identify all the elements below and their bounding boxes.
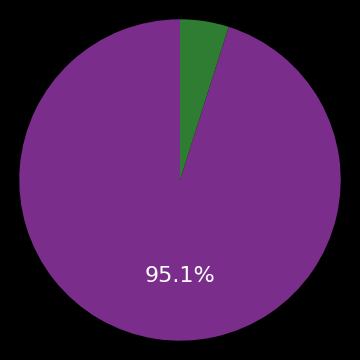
- Text: 95.1%: 95.1%: [145, 266, 215, 287]
- Wedge shape: [19, 19, 341, 341]
- Wedge shape: [180, 19, 229, 180]
